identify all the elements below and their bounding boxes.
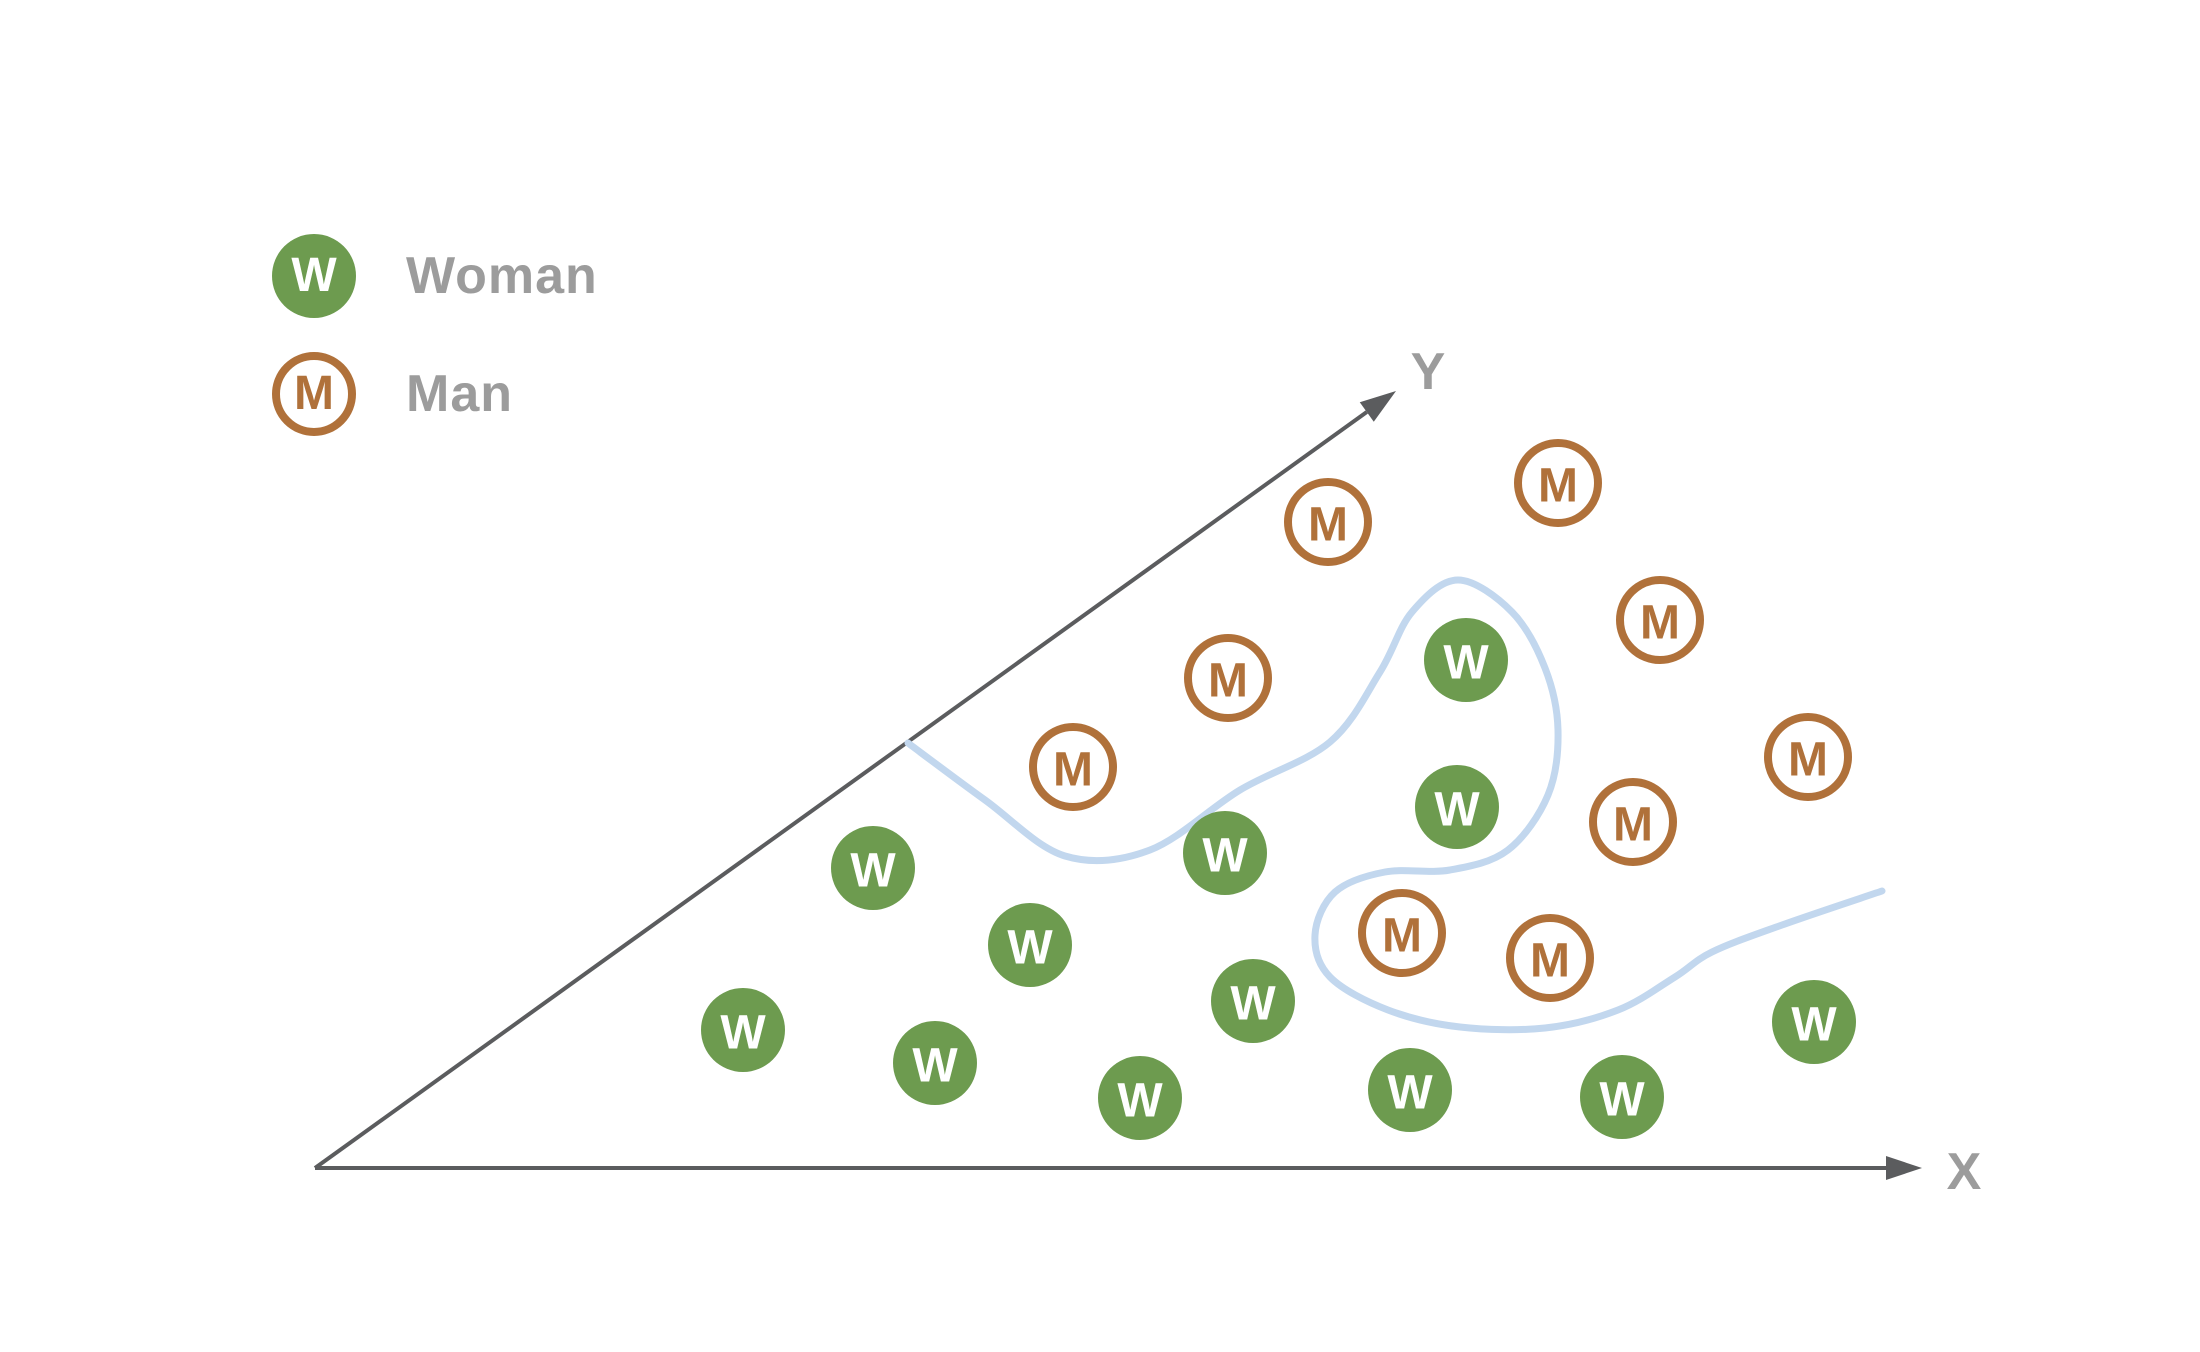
man-marker: M — [1029, 723, 1117, 811]
man-marker: M — [1184, 634, 1272, 722]
woman-marker: W — [988, 903, 1072, 987]
man-marker: M — [1358, 889, 1446, 977]
svg-text:M: M — [1640, 597, 1680, 650]
svg-text:W: W — [1007, 922, 1053, 975]
man-marker: M — [1514, 439, 1602, 527]
woman-marker: W — [1424, 618, 1508, 702]
woman-marker: W — [1415, 765, 1499, 849]
y-axis-label: Y — [1411, 343, 1446, 401]
x-axis-label: X — [1947, 1143, 1982, 1201]
svg-text:W: W — [1434, 784, 1480, 837]
man-marker: M — [1506, 914, 1594, 1002]
markers-group: W W W W W W W W W W W W M M M M M M M M M — [701, 439, 1856, 1140]
svg-text:W: W — [1443, 637, 1489, 690]
svg-text:M: M — [1613, 799, 1653, 852]
legend-row-man: M Man — [272, 352, 598, 436]
man-marker: M — [1764, 713, 1852, 801]
man-marker: M — [1589, 778, 1677, 866]
woman-marker: W — [1098, 1056, 1182, 1140]
y-axis-arrowhead-icon — [1359, 391, 1396, 422]
man-marker: M — [1284, 478, 1372, 566]
legend-row-woman: W Woman — [272, 234, 598, 318]
svg-text:W: W — [1387, 1067, 1433, 1120]
woman-marker: W — [1772, 980, 1856, 1064]
svg-text:M: M — [1382, 910, 1422, 963]
woman-marker: W — [701, 988, 785, 1072]
woman-marker: W — [893, 1021, 977, 1105]
legend-label-man: Man — [406, 365, 513, 423]
man-marker-icon: M — [272, 352, 356, 436]
svg-text:W: W — [1117, 1075, 1163, 1128]
woman-marker: W — [1183, 811, 1267, 895]
woman-marker: W — [831, 826, 915, 910]
y-axis-line — [313, 410, 1368, 1170]
svg-text:W: W — [1202, 830, 1248, 883]
svg-text:W: W — [720, 1007, 766, 1060]
svg-text:W: W — [1599, 1074, 1645, 1127]
woman-marker: W — [1580, 1055, 1664, 1139]
decision-boundary-curve — [904, 576, 1886, 1034]
woman-marker-icon: W — [272, 234, 356, 318]
svg-text:W: W — [850, 845, 896, 898]
svg-text:M: M — [1530, 935, 1570, 988]
legend-label-woman: Woman — [406, 247, 598, 305]
svg-text:M: M — [1788, 734, 1828, 787]
svg-text:W: W — [912, 1040, 958, 1093]
svg-text:M: M — [1538, 460, 1578, 513]
man-marker: M — [1616, 576, 1704, 664]
boundary-group — [904, 576, 1886, 1034]
woman-marker: W — [1368, 1048, 1452, 1132]
svg-text:M: M — [1053, 744, 1093, 797]
svg-text:M: M — [1208, 655, 1248, 708]
x-axis-arrowhead-icon — [1886, 1156, 1922, 1180]
svg-text:W: W — [1230, 978, 1276, 1031]
svg-text:W: W — [1791, 999, 1837, 1052]
legend: W Woman M Man — [272, 234, 598, 436]
woman-marker: W — [1211, 959, 1295, 1043]
svg-text:M: M — [1308, 499, 1348, 552]
axes-group — [313, 391, 1922, 1180]
